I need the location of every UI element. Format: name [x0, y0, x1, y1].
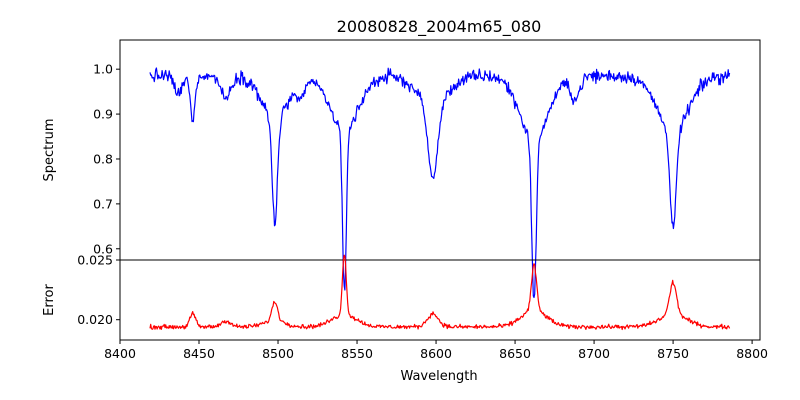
xtick-label: 8650 [499, 346, 531, 361]
spectrum-ytick-label: 0.8 [93, 151, 113, 166]
chart-title: 20080828_2004m65_080 [337, 17, 542, 37]
spectrum-series-line [149, 67, 731, 299]
error-ytick-label: 0.020 [77, 312, 113, 327]
spectrum-panel: 0.6 0.7 0.8 0.9 1.0 [93, 39, 761, 299]
xtick-label: 8800 [736, 346, 768, 361]
error-ytick-label: 0.025 [77, 253, 113, 268]
error-ylabel: Error [42, 284, 57, 316]
spectrum-ytick-label: 0.9 [93, 107, 113, 122]
xtick-label: 8600 [420, 346, 452, 361]
spectrum-ytick-label: 1.0 [93, 62, 113, 77]
xtick-label: 8550 [341, 346, 373, 361]
error-series-line [149, 254, 731, 331]
spectrum-ytick-label: 0.6 [93, 241, 113, 256]
spectrum-frame [119, 39, 761, 261]
spectrum-ytick-label: 0.7 [93, 196, 113, 211]
xtick-label: 8700 [578, 346, 610, 361]
error-frame [119, 259, 761, 341]
x-axis-label: Wavelength [400, 369, 477, 384]
xtick-label: 8500 [262, 346, 294, 361]
spectrum-ylabel: Spectrum [42, 119, 57, 182]
xtick-label: 8750 [657, 346, 689, 361]
xtick-label: 8400 [104, 346, 136, 361]
error-panel: 0.020 0.025 8400 8450 8500 8550 8600 8650 8700 87… [77, 253, 768, 362]
xtick-label: 8450 [183, 346, 215, 361]
